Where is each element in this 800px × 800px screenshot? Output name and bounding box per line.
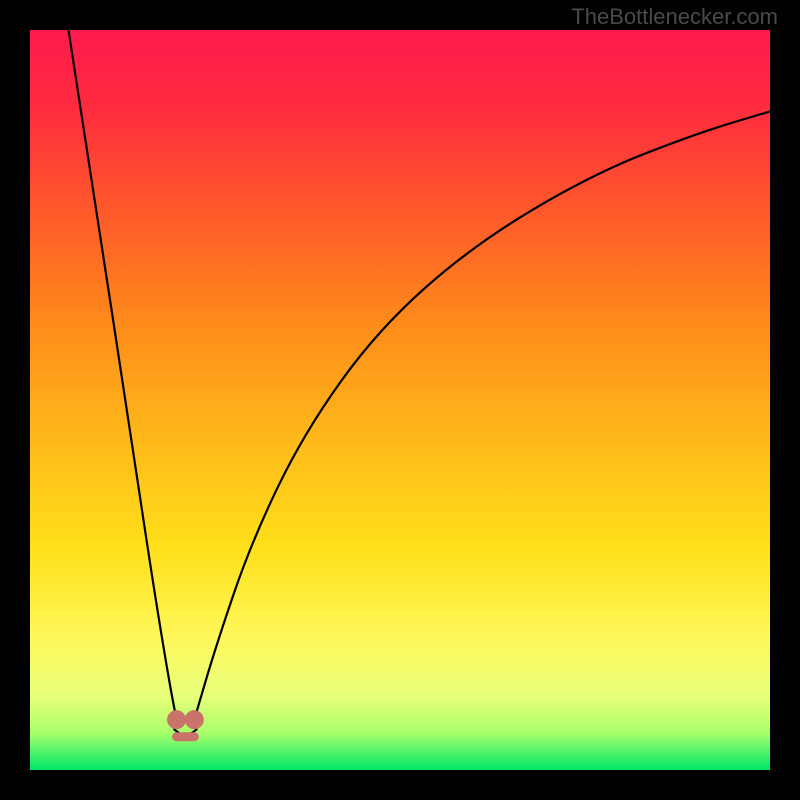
bottleneck-chart bbox=[0, 0, 800, 800]
watermark-text: TheBottlenecker.com bbox=[571, 4, 778, 30]
plot-background bbox=[30, 30, 770, 770]
chart-canvas: TheBottlenecker.com bbox=[0, 0, 800, 800]
curve-marker bbox=[185, 711, 203, 729]
curve-marker bbox=[168, 711, 186, 729]
